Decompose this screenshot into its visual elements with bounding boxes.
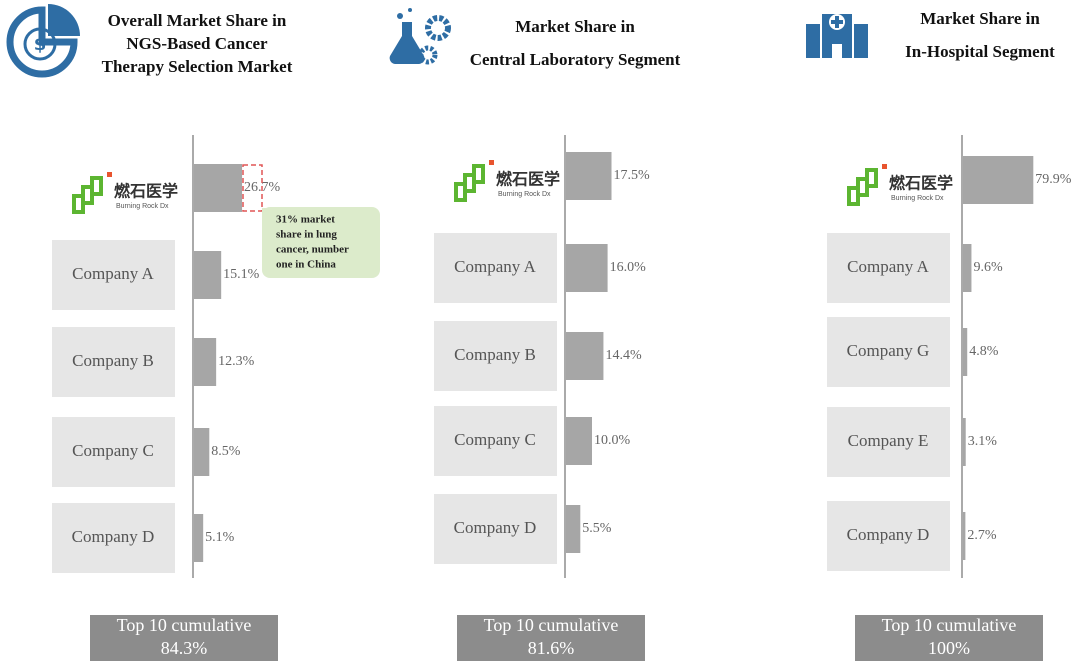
logo-name: 燃石医学 bbox=[496, 170, 560, 189]
logo: 燃石医学 Burning Rock Dx bbox=[454, 160, 560, 202]
bar bbox=[194, 251, 222, 299]
value-label: 9.6% bbox=[973, 260, 1003, 275]
panel-title: Central Laboratory Segment bbox=[470, 50, 681, 69]
panel-title: Market Share in bbox=[515, 17, 635, 36]
category-label: Company A bbox=[454, 257, 536, 276]
category-label: Company C bbox=[454, 430, 536, 449]
category-box bbox=[434, 406, 557, 476]
category-label: Company D bbox=[454, 518, 537, 537]
category-box bbox=[827, 317, 950, 387]
logo: 燃石医学 Burning Rock Dx bbox=[847, 164, 953, 206]
footer-value: 84.3% bbox=[161, 638, 208, 658]
category-label: Company A bbox=[847, 257, 929, 276]
category-label: Company B bbox=[72, 351, 154, 370]
value-label: 10.0% bbox=[594, 433, 631, 448]
category-box bbox=[52, 240, 175, 310]
value-label: 14.4% bbox=[605, 348, 642, 363]
panel-title: In-Hospital Segment bbox=[905, 42, 1055, 61]
value-label: 17.5% bbox=[614, 168, 651, 183]
value-label: 5.1% bbox=[205, 530, 235, 545]
bar bbox=[194, 514, 204, 562]
footer-label: Top 10 cumulative bbox=[117, 615, 252, 635]
category-label: Company B bbox=[454, 345, 536, 364]
value-label: 79.9% bbox=[1035, 172, 1072, 187]
footer-box bbox=[457, 615, 645, 661]
footer-value: 81.6% bbox=[528, 638, 575, 658]
category-label: Company D bbox=[72, 527, 155, 546]
footer-value: 100% bbox=[928, 638, 970, 658]
bar bbox=[194, 428, 210, 476]
annotation: share in lung bbox=[276, 229, 337, 241]
bar bbox=[194, 164, 243, 212]
bar bbox=[566, 505, 581, 553]
value-label: 2.7% bbox=[967, 528, 997, 543]
logo-block bbox=[90, 176, 103, 196]
bar bbox=[566, 152, 612, 200]
logo-subtitle: Burning Rock Dx bbox=[116, 203, 169, 210]
icon-dollar: $ bbox=[6, 4, 80, 78]
bar bbox=[963, 418, 966, 466]
bar bbox=[963, 244, 972, 292]
category-box bbox=[52, 503, 175, 573]
value-label: 8.5% bbox=[211, 444, 241, 459]
category-box bbox=[434, 494, 557, 564]
logo-subtitle: Burning Rock Dx bbox=[891, 195, 944, 202]
annotation-box bbox=[262, 207, 380, 278]
category-box bbox=[52, 417, 175, 487]
category-box bbox=[52, 327, 175, 397]
annotation: 31% market bbox=[276, 214, 335, 226]
logo-dot bbox=[107, 172, 112, 177]
icon-lab bbox=[389, 8, 451, 65]
footer-box bbox=[90, 615, 278, 661]
panel-title: Overall Market Share in bbox=[108, 11, 287, 30]
bar bbox=[566, 332, 604, 380]
value-label: 16.0% bbox=[610, 260, 647, 275]
category-label: Company E bbox=[848, 431, 929, 450]
value-label: 12.3% bbox=[218, 354, 255, 369]
panel-title: Therapy Selection Market bbox=[102, 57, 293, 76]
footer-label: Top 10 cumulative bbox=[882, 615, 1017, 635]
logo-dot bbox=[489, 160, 494, 165]
category-label: Company D bbox=[847, 525, 930, 544]
annotation: one in China bbox=[276, 259, 336, 271]
bar bbox=[963, 156, 1034, 204]
value-label: 5.5% bbox=[582, 521, 612, 536]
bar bbox=[566, 417, 592, 465]
category-label: Company G bbox=[847, 341, 930, 360]
highlight-box bbox=[242, 164, 263, 212]
category-box bbox=[434, 233, 557, 303]
icon-hospital bbox=[806, 14, 868, 58]
logo-name: 燃石医学 bbox=[114, 182, 178, 201]
svg-text:$: $ bbox=[34, 34, 47, 55]
footer-label: Top 10 cumulative bbox=[484, 615, 619, 635]
panel-title: Market Share in bbox=[920, 9, 1040, 28]
logo-dot bbox=[882, 164, 887, 169]
logo-block bbox=[865, 168, 878, 188]
category-box bbox=[434, 321, 557, 391]
category-box bbox=[827, 233, 950, 303]
panel-title: NGS-Based Cancer bbox=[126, 34, 268, 53]
category-box bbox=[827, 407, 950, 477]
logo-name: 燃石医学 bbox=[889, 174, 953, 193]
logo-block bbox=[472, 164, 485, 184]
category-label: Company C bbox=[72, 441, 154, 460]
annotation: cancer, number bbox=[276, 244, 349, 256]
bar bbox=[194, 338, 217, 386]
category-box bbox=[827, 501, 950, 571]
logo-subtitle: Burning Rock Dx bbox=[498, 191, 551, 198]
bar bbox=[963, 328, 968, 376]
bar bbox=[963, 512, 966, 560]
category-label: Company A bbox=[72, 264, 154, 283]
value-label: 3.1% bbox=[968, 434, 998, 449]
bar bbox=[566, 244, 608, 292]
logo: 燃石医学 Burning Rock Dx bbox=[72, 172, 178, 214]
value-label: 4.8% bbox=[969, 344, 999, 359]
footer-box bbox=[855, 615, 1043, 661]
value-label: 15.1% bbox=[223, 267, 260, 282]
